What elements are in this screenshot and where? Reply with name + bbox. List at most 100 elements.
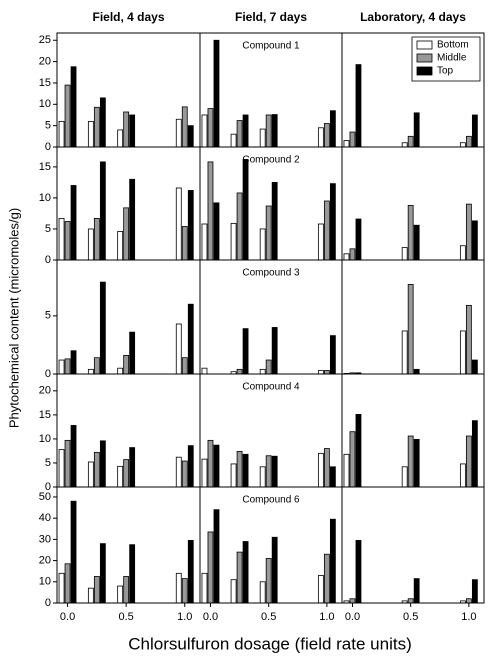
bar [242,328,249,375]
y-tick-label: 25 [39,34,51,46]
bar [175,456,182,488]
x-tick-label: 0.0 [203,611,218,623]
bar [413,224,420,261]
bar [123,576,130,604]
bar [201,367,208,375]
bar [236,368,243,375]
y-tick-label: 0 [45,141,51,153]
x-tick-label: 0.0 [345,611,360,623]
bar [355,413,362,488]
bar [181,106,188,148]
y-axis-label: Phytochemical content (micromoles/g) [6,208,21,428]
bar [265,558,272,604]
panel-frame [341,486,485,604]
bar [58,449,65,488]
bar [265,455,272,488]
bar [401,142,408,148]
legend-swatch [416,66,433,76]
bar [329,518,336,604]
bar [407,598,414,604]
bar [129,447,136,488]
bar [187,445,194,488]
bar [413,112,420,148]
bar [323,553,330,604]
bar [329,110,336,148]
bar [117,465,124,488]
y-tick-label: 15 [39,77,51,89]
bar [343,140,350,148]
bar [187,303,194,375]
x-tick-label: 0.5 [119,611,134,623]
bar [201,223,208,261]
y-tick-label: 30 [39,533,51,545]
bar [99,161,106,261]
bar [259,228,266,261]
bar [207,531,214,604]
bar [471,114,478,148]
bar [87,120,94,148]
panel-annotation: Compound 2 [242,155,300,166]
bar [99,97,106,148]
bar [93,106,100,148]
bar [271,455,278,488]
bar [242,453,249,488]
bar [123,111,130,148]
bar [64,358,71,375]
panel-annotation: Compound 6 [242,495,300,506]
bar [413,578,420,604]
bar [129,114,136,148]
bar [123,459,130,488]
bar [201,572,208,604]
bar [236,120,243,148]
panel-annotation: Compound 1 [242,41,300,52]
bar [230,133,237,148]
bar [129,178,136,261]
x-tick-label: 1.0 [319,611,334,623]
bar [201,114,208,148]
bar [459,142,466,148]
bar [271,181,278,261]
bar [87,228,94,261]
bar [93,451,100,488]
bar [317,370,324,375]
bar [129,331,136,375]
column-title: Field, 7 days [235,10,307,24]
bar [329,183,336,261]
y-tick-label: 40 [39,512,51,524]
bar [87,461,94,488]
x-axis-label: Chlorsulfuron dosage (field rate units) [128,634,411,653]
y-tick-label: 15 [39,161,51,173]
bar [317,127,324,148]
bar [181,226,188,261]
bar [465,203,472,261]
y-tick-label: 20 [39,56,51,68]
bar [207,439,214,488]
bar [64,439,71,488]
bar [265,114,272,148]
x-tick-label: 0.5 [403,611,418,623]
bar [271,114,278,148]
bar [407,284,414,375]
bar [70,66,77,148]
x-tick-label: 1.0 [177,611,192,623]
bar [259,581,266,604]
legend-swatch [416,53,433,63]
bar [64,563,71,604]
bar [175,118,182,148]
bar [323,370,330,375]
bar [117,585,124,604]
bar [213,444,220,488]
bar [329,466,336,488]
bar [187,540,194,604]
bar [317,452,324,488]
y-tick-label: 10 [39,433,51,445]
bar [407,204,414,261]
y-tick-label: 5 [45,120,51,132]
bar [123,354,130,375]
bar [236,192,243,261]
bar [323,448,330,488]
panel-annotation: Compound 4 [242,382,300,393]
bar [123,207,130,261]
bar [213,39,220,148]
bar [242,541,249,604]
